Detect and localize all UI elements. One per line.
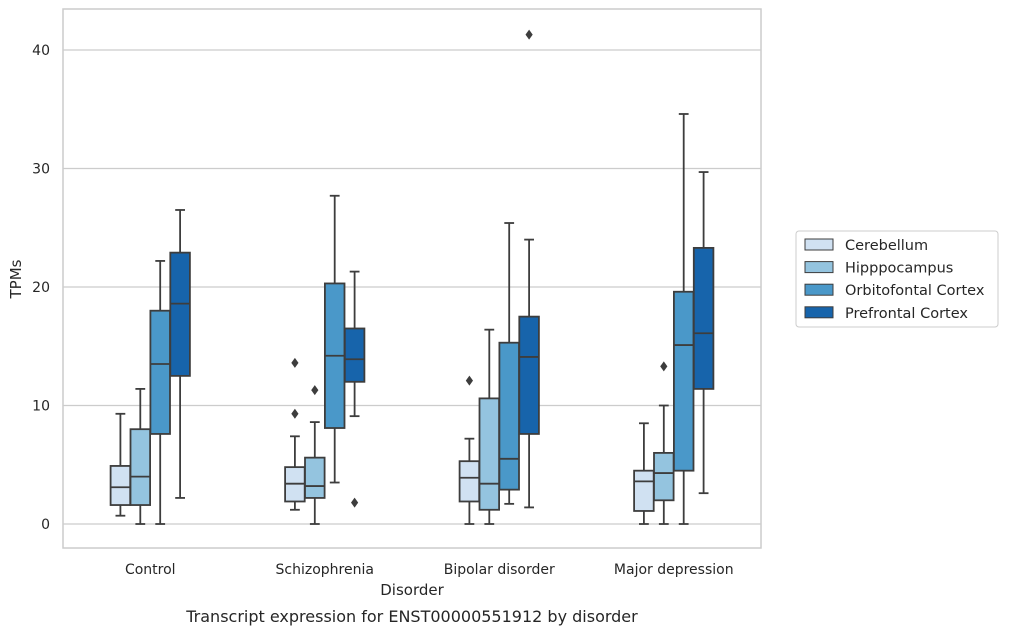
box-iqr — [633, 469, 655, 512]
outlier-point — [291, 408, 299, 419]
box-prefrontal-cortex-2 — [518, 29, 540, 509]
box-prefrontal-cortex-1 — [343, 270, 366, 508]
box-iqr — [129, 428, 152, 506]
legend-label: Orbitofontal Cortex — [845, 283, 985, 299]
box-iqr — [109, 465, 132, 506]
y-tick-label: 40 — [32, 43, 50, 59]
x-tick-label: Schizophrenia — [276, 562, 374, 578]
box-cerebellum-1 — [284, 357, 306, 511]
y-axis-label: TPMs — [7, 259, 25, 299]
box-prefrontal-cortex-3 — [692, 171, 715, 495]
outlier-point — [465, 375, 473, 386]
outlier-point — [660, 361, 668, 372]
box-iqr — [458, 460, 481, 503]
legend-swatch — [804, 238, 834, 251]
legend-item: Orbitofontal Cortex — [804, 283, 985, 299]
legend-label: Cerebellum — [845, 238, 928, 254]
legend-label: Prefrontal Cortex — [845, 306, 968, 322]
outlier-point — [525, 29, 533, 40]
y-tick-label: 10 — [32, 399, 50, 415]
legend-label: Hipppocampus — [845, 261, 953, 277]
box-iqr — [498, 341, 520, 491]
y-tick-label: 30 — [32, 162, 50, 178]
box-iqr — [304, 456, 326, 499]
box-iqr — [149, 309, 171, 435]
legend-swatch — [804, 306, 834, 319]
y-tick-labels: 0 10 20 30 40 — [32, 43, 50, 533]
outlier-point — [291, 357, 299, 368]
box-iqr — [673, 290, 695, 472]
chart-caption: Transcript expression for ENST0000055191… — [185, 607, 638, 626]
box-series — [109, 29, 715, 525]
box-orbitofontal-cortex-2 — [498, 222, 520, 505]
box-orbitofontal-cortex-1 — [323, 194, 346, 484]
legend-item: Prefrontal Cortex — [804, 306, 968, 322]
box-orbitofontal-cortex-3 — [673, 113, 695, 525]
box-iqr — [343, 327, 366, 383]
box-iqr — [653, 451, 675, 502]
legend-item: Hipppocampus — [804, 261, 953, 277]
box-iqr — [692, 246, 715, 390]
outlier-point — [311, 385, 319, 396]
legend-frame — [795, 230, 999, 328]
box-hipppocampus-1 — [304, 385, 326, 525]
x-tick-label: Bipolar disorder — [444, 562, 555, 578]
box-hipppocampus-3 — [653, 361, 675, 525]
legend-item: Cerebellum — [804, 238, 928, 254]
x-tick-label: Major depression — [614, 562, 734, 578]
legend-items: Cerebellum Hipppocampus Orbitofontal Corte… — [804, 238, 985, 322]
box-iqr — [478, 397, 501, 511]
legend-swatch — [804, 261, 834, 274]
plot-frame — [62, 8, 762, 549]
y-tick-label: 20 — [32, 280, 50, 296]
x-axis-label: Disorder — [380, 581, 444, 599]
x-tick-labels: Control Schizophrenia Bipolar disorder Majo… — [125, 562, 734, 578]
box-hipppocampus-0 — [129, 388, 152, 525]
outlier-point — [351, 497, 359, 508]
box-iqr — [169, 251, 191, 377]
box-iqr — [518, 315, 540, 435]
x-tick-label: Control — [125, 562, 176, 578]
box-cerebellum-0 — [109, 412, 132, 517]
box-prefrontal-cortex-0 — [169, 209, 191, 499]
y-tick-label: 0 — [41, 517, 50, 533]
box-cerebellum-2 — [458, 375, 481, 525]
legend: Cerebellum Hipppocampus Orbitofontal Corte… — [795, 230, 999, 328]
legend-swatch — [804, 283, 834, 296]
